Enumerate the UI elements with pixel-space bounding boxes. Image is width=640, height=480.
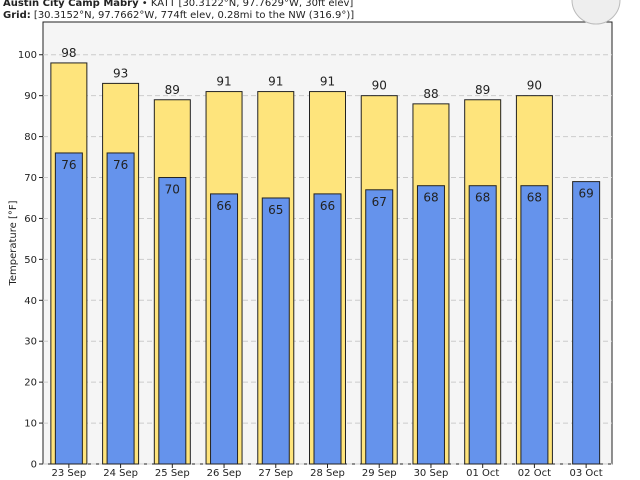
y-axis-label: Temperature [°F]: [8, 200, 19, 286]
y-tick-label: 100: [18, 50, 37, 61]
bar: [416, 185, 445, 465]
value-label: 66: [320, 199, 335, 213]
value-label: 93: [113, 66, 128, 80]
value-label: 66: [216, 199, 231, 213]
x-tick-label: 03 Oct: [570, 468, 603, 479]
y-tick-label: 0: [31, 460, 37, 471]
value-label: 90: [372, 79, 387, 93]
bar: [261, 197, 290, 465]
x-tick-label: 27 Sep: [258, 468, 293, 479]
logo: [571, 0, 621, 25]
value-label: 91: [216, 75, 231, 89]
y-tick-label: 70: [24, 173, 37, 184]
y-tick-label: 10: [24, 419, 37, 430]
value-label: 68: [423, 191, 438, 205]
x-tick-label: 24 Sep: [103, 468, 138, 479]
bar: [158, 177, 187, 465]
value-label: 89: [165, 83, 180, 97]
x-tick-label: 28 Sep: [310, 468, 345, 479]
value-label: 65: [268, 203, 283, 217]
y-tick-label: 40: [24, 296, 37, 307]
value-label: 70: [165, 183, 180, 197]
title: Austin City Camp Mabry: [3, 0, 139, 9]
value-label: 90: [527, 79, 542, 93]
value-label: 98: [61, 46, 76, 60]
x-tick-label: 25 Sep: [155, 468, 190, 479]
bar: [365, 189, 394, 465]
y-tick-label: 90: [24, 91, 37, 102]
bar: [210, 193, 239, 465]
value-label: 68: [475, 191, 490, 205]
value-label: 68: [527, 191, 542, 205]
bar: [313, 193, 342, 465]
value-label: 88: [423, 87, 438, 101]
x-tick-label: 30 Sep: [414, 468, 449, 479]
x-tick-label: 26 Sep: [207, 468, 242, 479]
y-tick-label: 30: [24, 337, 37, 348]
x-tick-label: 01 Oct: [466, 468, 499, 479]
y-tick-label: 60: [24, 214, 37, 225]
bar: [520, 185, 549, 465]
grid-label: Grid:: [3, 10, 31, 21]
y-tick-label: 50: [24, 255, 37, 266]
bar: [572, 181, 601, 465]
y-tick-label: 20: [24, 378, 37, 389]
y-tick-label: 80: [24, 132, 37, 143]
value-label: 89: [475, 83, 490, 97]
x-tick-label: 29 Sep: [362, 468, 397, 479]
value-label: 76: [113, 158, 128, 172]
x-tick-label: 02 Oct: [518, 468, 551, 479]
header-line: Austin City Camp Mabry • KATT [30.3122°N…: [3, 0, 353, 9]
grid-line-text: Grid: [30.3152°N, 97.7662°W, 774ft elev,…: [3, 10, 354, 21]
value-label: 91: [320, 75, 335, 89]
bar: [54, 152, 83, 465]
bar: [106, 152, 135, 465]
bar: [468, 185, 497, 465]
value-label: 67: [372, 195, 387, 209]
value-label: 76: [61, 158, 76, 172]
value-label: 91: [268, 75, 283, 89]
value-label: 69: [578, 187, 593, 201]
grid-info: [30.3152°N, 97.7662°W, 774ft elev, 0.28m…: [31, 10, 355, 21]
x-tick-label: 23 Sep: [51, 468, 86, 479]
station: • KATT [30.3122°N, 97.7629°W, 30ft elev]: [139, 0, 354, 9]
